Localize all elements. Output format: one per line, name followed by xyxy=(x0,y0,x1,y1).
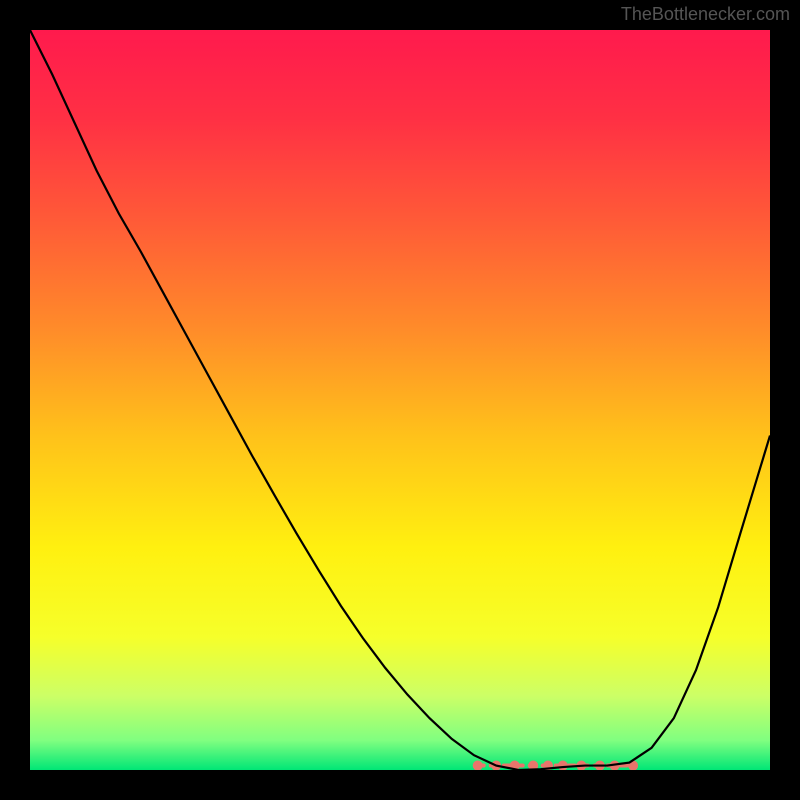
gradient-background xyxy=(30,30,770,770)
watermark-text: TheBottlenecker.com xyxy=(621,4,790,25)
chart-svg xyxy=(30,30,770,770)
plot-area xyxy=(30,30,770,770)
